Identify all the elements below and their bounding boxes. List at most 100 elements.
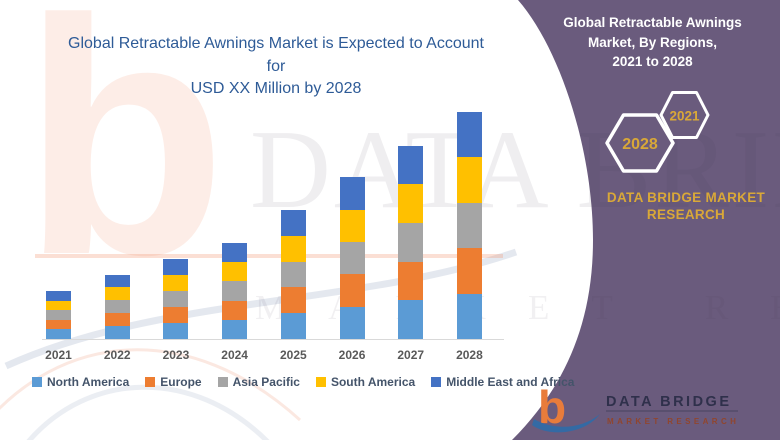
bar-2026-segment-asia-pacific [339, 242, 365, 275]
bar-2022 [104, 274, 130, 340]
hexagon-2021-label: 2021 [669, 109, 700, 124]
x-axis-label-2026: 2026 [338, 348, 366, 362]
x-axis-label-text: 2022 [103, 348, 131, 362]
bar-2027 [398, 145, 424, 339]
legend-label: South America [330, 375, 416, 389]
bar-2021-segment-south-america [46, 300, 71, 311]
bar-2027-segment-europe [398, 261, 424, 301]
bar-2022-segment-south-america [104, 287, 130, 301]
x-axis-label-text: 2021 [45, 348, 72, 362]
x-axis-label-2023: 2023 [162, 348, 190, 362]
bar-2028 [456, 112, 482, 340]
legend-label: Asia Pacific [232, 375, 300, 389]
bar-2021-segment-north-america [46, 329, 71, 339]
legend-label: North America [47, 375, 130, 389]
bar-2025-segment-asia-pacific [280, 261, 306, 288]
bar-2026-segment-south-america [339, 209, 365, 243]
legend-item-middle-east-and-africa: Middle East and Africa [431, 375, 574, 389]
chart-legend: North America Europe Asia Pacific South Ame… [32, 375, 574, 389]
bar-2024-segment-europe [222, 300, 248, 320]
legend-label: Europe [160, 375, 202, 389]
hexagon-2021: 2021 [659, 91, 710, 139]
legend-swatch-icon [217, 377, 228, 387]
panel-heading-line1: Global Retractable Awnings [563, 15, 742, 30]
bar-2028-segment-south-america [456, 157, 482, 203]
bar-2023-segment-north-america [163, 322, 189, 339]
chart-title-line1: Global Retractable Awnings Market is Exp… [68, 35, 484, 75]
bar-2025-segment-middle-east-and-africa [280, 210, 306, 236]
bar-2023-segment-asia-pacific [163, 290, 189, 307]
chart-title: Global Retractable Awnings Market is Exp… [58, 33, 494, 101]
x-axis-label-2025: 2025 [279, 348, 307, 362]
bar-2023-segment-europe [163, 306, 189, 323]
panel-heading-line3: 2021 to 2028 [612, 54, 693, 70]
bar-2027-segment-middle-east-and-africa [398, 145, 424, 185]
bar-2025-segment-europe [280, 287, 306, 314]
bar-2025-segment-south-america [280, 235, 306, 262]
bar-2024-segment-south-america [222, 262, 248, 282]
legend-swatch-icon [315, 377, 326, 387]
logo-name: DATA BRIDGE [606, 394, 732, 410]
legend-item-south-america: South America [315, 375, 416, 389]
bar-2023 [163, 258, 189, 339]
x-axis-label-2027: 2027 [397, 348, 425, 362]
x-axis-label-text: 2028 [456, 348, 483, 362]
bar-2026-segment-north-america [339, 306, 365, 339]
x-axis-line [42, 339, 504, 340]
panel-heading-line2: Market, By Regions, [587, 34, 718, 50]
bar-2027-segment-south-america [398, 184, 424, 223]
legend-swatch-icon [431, 377, 442, 387]
x-axis-label-2024: 2024 [221, 348, 248, 362]
legend-item-asia-pacific: Asia Pacific [217, 375, 300, 389]
x-axis-label-text: 2025 [279, 348, 307, 362]
legend-swatch-icon [145, 377, 156, 387]
logo-sub: MARKET RESEARCH [607, 417, 739, 426]
legend-swatch-icon [32, 377, 42, 387]
legend-label: Middle East and Africa [446, 375, 575, 389]
brand-text-line2: RESEARCH [646, 206, 726, 222]
bar-2028-segment-asia-pacific [456, 202, 482, 249]
bar-2025 [280, 210, 306, 340]
panel-heading: Global Retractable Awnings Market, By Re… [545, 13, 760, 72]
bar-2022-segment-europe [104, 313, 130, 327]
brand-text: DATA BRIDGE MARKET RESEARCH [580, 190, 780, 224]
bar-2028-segment-north-america [456, 293, 482, 340]
bar-2024-segment-middle-east-and-africa [222, 242, 248, 263]
hexagon-2028: 2028 [605, 113, 675, 173]
hexagon-2028-label: 2028 [622, 136, 658, 153]
x-axis-label-text: 2026 [338, 348, 366, 362]
bar-2022-segment-north-america [104, 326, 130, 340]
x-axis-labels: 2021 2022 2023 2024 2025 2026 2027 2028 [45, 348, 483, 362]
bar-2021-segment-middle-east-and-africa [46, 291, 71, 301]
x-axis-label-text: 2023 [162, 348, 190, 362]
bar-2023-segment-middle-east-and-africa [163, 258, 189, 275]
bar-2023-segment-south-america [163, 274, 189, 291]
bar-2022-segment-asia-pacific [104, 300, 130, 314]
x-axis-label-text: 2027 [397, 348, 425, 362]
x-axis-label-text: 2024 [221, 348, 248, 362]
bar-chart-plot-area [46, 111, 482, 340]
logo-underline [606, 410, 738, 412]
legend-item-europe: Europe [145, 375, 202, 389]
logo-swoosh-icon [532, 414, 600, 433]
bar-2027-segment-asia-pacific [398, 222, 424, 262]
watermark-b-logo-icon: b [22, 0, 227, 324]
bar-2022-segment-middle-east-and-africa [104, 274, 130, 288]
x-axis-label-2028: 2028 [456, 348, 483, 362]
bar-2021-segment-europe [46, 319, 71, 330]
data-bridge-logo: b DATA BRIDGE MARKET RESEARCH [532, 381, 739, 433]
bar-2026 [339, 177, 365, 339]
bar-2021-segment-asia-pacific [46, 310, 71, 320]
x-axis-label-2021: 2021 [45, 348, 72, 362]
bar-2028-segment-europe [456, 248, 482, 294]
bar-2026-segment-middle-east-and-africa [339, 177, 365, 210]
bar-2028-segment-middle-east-and-africa [456, 112, 482, 158]
bar-2024-segment-north-america [222, 319, 248, 339]
bar-2027-segment-north-america [398, 300, 424, 339]
bar-2026-segment-europe [339, 274, 365, 307]
legend-item-north-america: North America [32, 375, 129, 389]
